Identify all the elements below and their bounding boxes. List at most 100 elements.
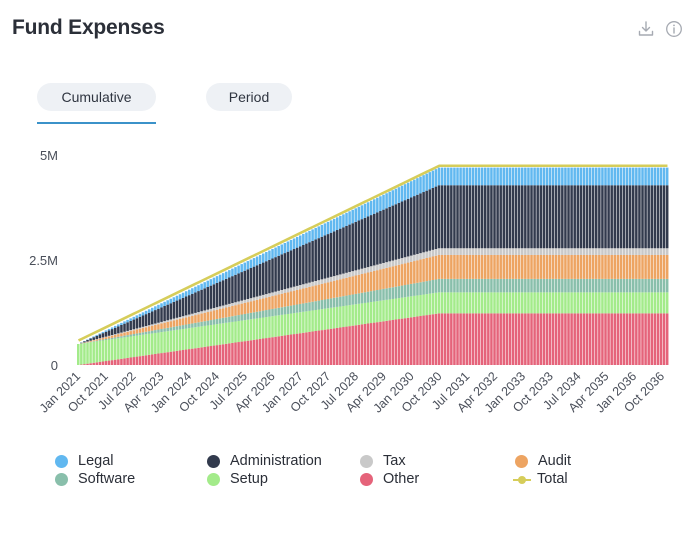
bar-administration <box>480 185 484 249</box>
bar-audit <box>366 272 370 292</box>
bar-legal <box>465 167 469 186</box>
bar-legal <box>255 256 259 266</box>
bar-software <box>628 278 632 293</box>
bar-software <box>299 303 302 313</box>
bar-setup <box>582 292 586 314</box>
legend-item-other[interactable]: Other <box>360 471 419 487</box>
bar-audit <box>403 263 407 286</box>
bar-legal <box>317 226 321 239</box>
bar-setup <box>548 292 552 314</box>
legend-item-total[interactable]: Total <box>513 471 568 487</box>
bar-administration <box>234 274 237 303</box>
bar-administration <box>665 185 669 249</box>
bar-administration <box>379 211 382 264</box>
bar-software <box>160 328 163 333</box>
bar-administration <box>357 220 361 270</box>
legend-item-setup[interactable]: Setup <box>207 471 268 487</box>
bar-setup <box>576 292 580 314</box>
bar-administration <box>255 265 259 297</box>
bar-legal <box>234 267 237 275</box>
bar-other <box>191 348 194 365</box>
bar-setup <box>160 332 163 354</box>
bar-legal <box>613 167 617 186</box>
bar-legal <box>336 217 339 231</box>
bar-setup <box>434 292 438 314</box>
bar-tax <box>413 254 416 262</box>
bar-audit <box>188 316 191 324</box>
bar-setup <box>329 307 333 329</box>
bar-setup <box>268 316 271 338</box>
bar-administration <box>175 300 179 318</box>
bar-administration <box>585 185 589 249</box>
bar-tax <box>283 289 287 294</box>
bar-software <box>422 281 425 295</box>
legend-item-tax[interactable]: Tax <box>360 453 406 469</box>
bar-audit <box>397 264 401 287</box>
bar-tax <box>558 248 561 255</box>
bar-legal <box>209 279 213 286</box>
bar-other <box>499 313 502 365</box>
bar-other <box>527 313 530 365</box>
bar-legal <box>403 184 407 201</box>
bar-tax <box>638 248 641 255</box>
bar-other <box>588 313 592 365</box>
bar-setup <box>292 313 296 335</box>
bar-other <box>635 313 638 365</box>
bar-tax <box>499 248 502 255</box>
bar-administration <box>181 297 185 317</box>
bar-audit <box>184 317 188 325</box>
bar-setup <box>172 330 176 352</box>
bar-software <box>394 286 398 299</box>
bar-tax <box>551 248 555 255</box>
legend-item-software[interactable]: Software <box>55 471 135 487</box>
bar-legal <box>197 285 200 292</box>
bar-setup <box>554 292 558 314</box>
legend-item-audit[interactable]: Audit <box>515 453 571 469</box>
bar-administration <box>548 185 552 249</box>
bar-other <box>579 313 583 365</box>
bar-setup <box>80 343 83 365</box>
info-icon[interactable] <box>665 20 683 38</box>
bar-other <box>548 313 552 365</box>
bar-tax <box>249 298 253 302</box>
tab-cumulative[interactable]: Cumulative <box>37 83 156 111</box>
bar-software <box>505 278 509 293</box>
bar-legal <box>188 289 191 296</box>
bar-tax <box>363 267 367 274</box>
bar-other <box>567 313 570 365</box>
bar-tax <box>271 292 274 297</box>
bar-tax <box>348 271 351 278</box>
bar-tax <box>397 258 401 265</box>
bar-legal <box>632 167 635 186</box>
bar-other <box>632 313 635 365</box>
bar-audit <box>92 340 95 342</box>
bar-software <box>286 306 290 314</box>
legend-item-legal[interactable]: Legal <box>55 453 113 469</box>
bar-audit <box>151 325 154 331</box>
bar-administration <box>567 185 570 249</box>
bar-other <box>277 336 280 365</box>
bar-administration <box>178 299 182 317</box>
bar-tax <box>169 319 173 322</box>
y-tick-label: 5M <box>40 148 58 163</box>
bar-audit <box>89 340 92 342</box>
bar-audit <box>357 274 361 294</box>
bar-audit <box>166 321 169 328</box>
bar-audit <box>231 305 234 317</box>
bar-software <box>354 293 358 305</box>
bar-other <box>184 349 188 365</box>
download-icon[interactable] <box>637 20 655 38</box>
bar-administration <box>184 296 188 316</box>
bar-software <box>323 299 327 309</box>
tab-period[interactable]: Period <box>206 83 292 111</box>
bar-legal <box>502 167 506 186</box>
bar-setup <box>591 292 595 314</box>
bar-tax <box>138 327 142 329</box>
bar-administration <box>157 308 160 323</box>
legend-item-administration[interactable]: Administration <box>207 453 322 469</box>
bar-software <box>326 298 330 309</box>
bar-setup <box>351 304 354 326</box>
bar-other <box>280 335 284 365</box>
bar-audit <box>416 260 419 283</box>
bar-setup <box>314 310 317 331</box>
